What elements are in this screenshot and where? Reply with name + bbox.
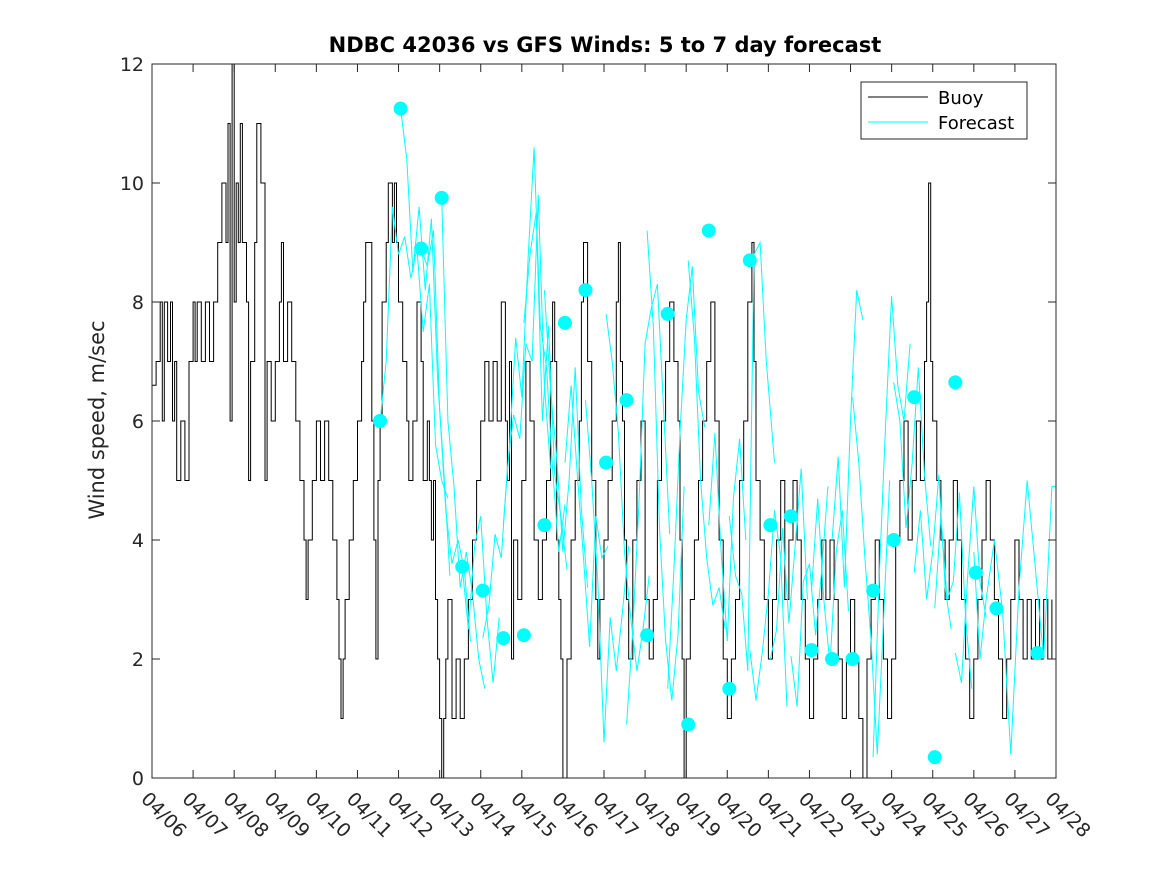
forecast-marker <box>722 681 737 696</box>
forecast-marker <box>742 253 757 268</box>
forecast-marker <box>1030 646 1045 661</box>
forecast-line <box>893 367 932 547</box>
forecast-line <box>708 432 747 642</box>
forecast-marker <box>557 315 572 330</box>
forecast-marker <box>393 101 408 116</box>
forecast-line <box>482 194 552 639</box>
forecast-line <box>954 486 987 683</box>
legend-forecast-label: Forecast <box>938 113 1014 134</box>
forecast-marker <box>701 223 716 238</box>
forecast-line <box>728 240 775 671</box>
forecast-series-layer <box>379 108 1056 758</box>
y-tick-label: 10 <box>120 173 144 195</box>
legend-box <box>860 81 1028 140</box>
forecast-marker <box>516 628 531 643</box>
forecast-markers-layer <box>373 101 1045 765</box>
forecast-line <box>543 290 589 588</box>
chart-title: NDBC 42036 vs GFS Winds: 5 to 7 day fore… <box>329 33 882 57</box>
forecast-line <box>973 480 1056 755</box>
forecast-marker <box>373 414 388 428</box>
forecast-marker <box>804 643 819 658</box>
forecast-marker <box>763 518 778 533</box>
forecast-marker <box>640 628 655 643</box>
forecast-marker <box>475 583 490 598</box>
forecast-line <box>626 283 671 725</box>
forecast-marker <box>414 241 429 256</box>
forecast-marker <box>927 750 942 765</box>
forecast-line <box>831 289 864 588</box>
forecast-line <box>872 296 911 758</box>
forecast-marker <box>907 390 922 405</box>
forecast-line <box>564 385 609 648</box>
forecast-marker <box>845 652 860 666</box>
forecast-line <box>502 147 566 552</box>
forecast-marker <box>660 306 675 321</box>
forecast-marker <box>496 631 511 646</box>
forecast-marker <box>455 559 470 574</box>
forecast-marker <box>681 717 696 732</box>
forecast-marker <box>948 375 963 390</box>
forecast-marker <box>578 283 593 298</box>
forecast-marker <box>886 533 901 547</box>
forecast-marker <box>825 652 840 666</box>
y-tick-label: 8 <box>132 292 144 314</box>
y-tick-label: 6 <box>132 411 144 433</box>
forecast-line <box>646 230 685 701</box>
y-tick-label: 12 <box>120 54 144 76</box>
forecast-marker <box>434 190 449 205</box>
forecast-line <box>687 260 726 630</box>
forecast-marker <box>866 583 881 598</box>
y-tick-label: 2 <box>132 649 144 671</box>
forecast-line <box>667 266 706 689</box>
forecast-marker <box>783 509 798 524</box>
forecast-marker <box>537 518 552 533</box>
forecast-line <box>769 468 808 660</box>
y-tick-label: 4 <box>132 530 144 552</box>
forecast-marker <box>989 601 1004 616</box>
forecast-line <box>461 516 500 683</box>
legend-buoy-label: Buoy <box>938 88 984 109</box>
forecast-marker <box>968 565 983 580</box>
legend: Buoy Forecast <box>860 81 1028 140</box>
y-tick-label: 0 <box>132 768 144 790</box>
y-axis-label: Wind speed, m/sec <box>85 320 109 519</box>
y-ticks: 0 2 4 6 8 10 12 <box>120 54 1056 790</box>
forecast-line <box>913 474 952 630</box>
forecast-marker <box>599 455 614 470</box>
forecast-line <box>852 397 891 755</box>
forecast-line <box>585 400 630 743</box>
forecast-marker <box>619 393 634 408</box>
